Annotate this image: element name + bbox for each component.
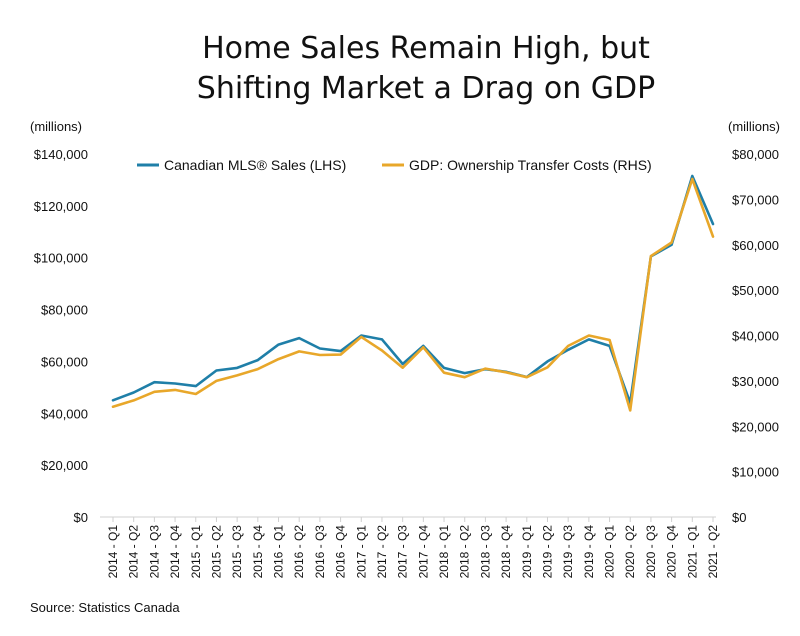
series-layer [111, 174, 715, 412]
right-tick-label: $80,000 [732, 147, 779, 162]
series-line-mls [111, 174, 715, 405]
left-tick-label: $40,000 [41, 406, 88, 421]
right-tick-label: $10,000 [732, 465, 779, 480]
x-tick-label: 2016 - Q2 [292, 525, 306, 579]
x-tick-label: 2015 - Q3 [230, 525, 244, 579]
left-tick-label: $20,000 [41, 458, 88, 473]
x-tick-label: 2021 - Q1 [685, 525, 699, 579]
x-tick-label: 2015 - Q1 [189, 525, 203, 579]
left-tick-label: $120,000 [34, 199, 88, 214]
left-axis: $0 $20,000 $40,000 $60,000 $80,000 $100,000 $1… [34, 147, 88, 525]
x-tick-label: 2017 - Q3 [396, 525, 410, 579]
left-tick-label: $0 [74, 510, 88, 525]
right-tick-label: $30,000 [732, 374, 779, 389]
x-tick-label: 2016 - Q4 [334, 525, 348, 579]
right-tick-label: $0 [732, 510, 746, 525]
chart-title-line-2: Shifting Market a Drag on GDP [197, 71, 655, 106]
x-tick-label: 2018 - Q3 [478, 525, 492, 579]
right-tick-label: $70,000 [732, 192, 779, 207]
legend: Canadian MLS® Sales (LHS) GDP: Ownership… [137, 157, 652, 173]
right-axis: $0 $10,000 $20,000 $30,000 $40,000 $50,000 $60… [732, 147, 779, 525]
x-tick-label: 2018 - Q1 [437, 525, 451, 579]
right-axis-unit-label: (millions) [728, 119, 780, 134]
x-tick-label: 2017 - Q1 [354, 525, 368, 579]
right-tick-label: $40,000 [732, 329, 779, 344]
x-tick-label: 2021 - Q2 [706, 525, 720, 579]
x-tick-label: 2014 - Q2 [127, 525, 141, 579]
x-tick-label: 2018 - Q2 [458, 525, 472, 579]
source-note: Source: Statistics Canada [30, 600, 180, 615]
x-tick-label: 2020 - Q4 [665, 525, 679, 579]
x-tick-label: 2020 - Q1 [603, 525, 617, 579]
x-tick-label: 2017 - Q2 [375, 525, 389, 579]
left-tick-label: $100,000 [34, 251, 88, 266]
x-tick-label: 2014 - Q3 [147, 525, 161, 579]
left-tick-label: $140,000 [34, 147, 88, 162]
x-tick-label: 2018 - Q4 [499, 525, 513, 579]
left-tick-label: $60,000 [41, 354, 88, 369]
x-tick-label: 2019 - Q1 [520, 525, 534, 579]
x-tick-label: 2016 - Q3 [313, 525, 327, 579]
left-tick-label: $80,000 [41, 303, 88, 318]
x-tick-label: 2020 - Q3 [644, 525, 658, 579]
x-axis: 2014 - Q1 2014 - Q2 2014 - Q3 2014 - Q4 2015… [106, 517, 720, 578]
x-tick-label: 2017 - Q4 [416, 525, 430, 579]
x-tick-label: 2016 - Q1 [272, 525, 286, 579]
x-tick-label: 2014 - Q4 [168, 525, 182, 579]
x-tick-label: 2015 - Q4 [251, 525, 265, 579]
legend-label-mls: Canadian MLS® Sales (LHS) [164, 157, 346, 173]
x-tick-label: 2015 - Q2 [209, 525, 223, 579]
x-tick-label: 2019 - Q2 [540, 525, 554, 579]
legend-label-gdp: GDP: Ownership Transfer Costs (RHS) [409, 157, 652, 173]
right-tick-label: $60,000 [732, 238, 779, 253]
right-tick-label: $20,000 [732, 419, 779, 434]
chart-title-line-1: Home Sales Remain High, but [202, 31, 650, 66]
left-axis-unit-label: (millions) [30, 119, 82, 134]
right-tick-label: $50,000 [732, 283, 779, 298]
x-tick-label: 2019 - Q3 [561, 525, 575, 579]
x-tick-label: 2014 - Q1 [106, 525, 120, 579]
x-tick-label: 2020 - Q2 [623, 525, 637, 579]
x-tick-label: 2019 - Q4 [582, 525, 596, 579]
series-line-gdp [111, 177, 715, 412]
